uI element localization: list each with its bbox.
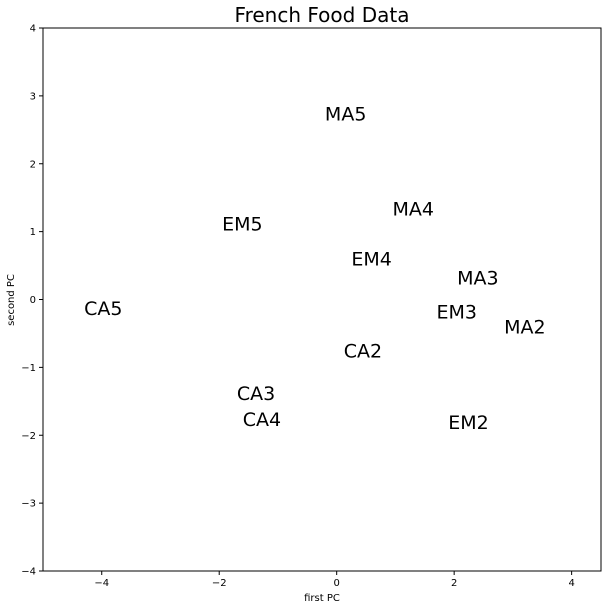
chart-title: French Food Data [235, 3, 410, 27]
x-axis-label: first PC [304, 593, 340, 604]
y-tick-label: 4 [30, 24, 36, 35]
y-axis-label: second PC [6, 274, 17, 326]
x-axis-ticks: −4 −2 0 2 4 [94, 571, 575, 589]
x-tick-label: 2 [451, 578, 457, 589]
point-label-ma3: MA3 [457, 268, 498, 290]
y-tick-label: 2 [30, 159, 36, 170]
plot-area-frame [42, 27, 602, 572]
y-tick-label: 1 [30, 227, 36, 238]
point-label-ma4: MA4 [392, 198, 433, 220]
x-tick-label: 0 [333, 578, 339, 589]
point-label-ma5: MA5 [325, 103, 366, 125]
y-tick-label: −1 [21, 363, 36, 374]
y-tick-label: −4 [21, 567, 36, 578]
point-label-em3: EM3 [437, 302, 478, 324]
x-tick-label: −4 [94, 578, 109, 589]
y-tick-label: −2 [21, 431, 36, 442]
x-tick-label: 4 [568, 578, 574, 589]
point-label-ca3: CA3 [237, 383, 275, 405]
x-tick-label: −2 [212, 578, 227, 589]
point-label-em4: EM4 [351, 249, 392, 271]
y-tick-label: −3 [21, 499, 36, 510]
y-axis-ticks: −4 −3 −2 −1 0 1 2 3 4 [21, 24, 43, 578]
y-tick-label: 3 [30, 91, 36, 102]
point-label-em2: EM2 [448, 412, 489, 434]
point-label-ca4: CA4 [243, 409, 281, 431]
point-labels: MA5 MA4 EM5 EM4 MA3 CA5 EM3 MA2 CA2 CA3 CA4 EM2 [84, 103, 545, 434]
point-label-em5: EM5 [222, 213, 263, 235]
y-tick-label: 0 [30, 295, 36, 306]
point-label-ca5: CA5 [84, 298, 122, 320]
point-label-ma2: MA2 [504, 317, 545, 339]
point-label-ca2: CA2 [344, 340, 382, 362]
